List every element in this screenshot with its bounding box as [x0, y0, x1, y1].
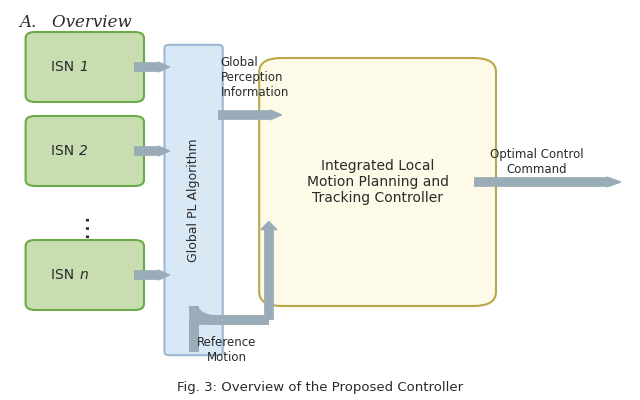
- Text: Global
Perception
Information: Global Perception Information: [221, 56, 289, 99]
- FancyBboxPatch shape: [164, 45, 223, 355]
- FancyBboxPatch shape: [259, 58, 496, 306]
- Polygon shape: [158, 146, 170, 156]
- Text: Reference
Motion: Reference Motion: [197, 336, 256, 364]
- Text: ISN: ISN: [51, 60, 79, 74]
- Polygon shape: [270, 110, 282, 120]
- FancyBboxPatch shape: [26, 240, 144, 310]
- Text: Global PL Algorithm: Global PL Algorithm: [187, 138, 200, 262]
- Text: ⋯: ⋯: [74, 214, 99, 238]
- Text: Integrated Local
Motion Planning and
Tracking Controller: Integrated Local Motion Planning and Tra…: [307, 159, 449, 205]
- FancyBboxPatch shape: [26, 32, 144, 102]
- Polygon shape: [158, 62, 170, 72]
- Text: ISN: ISN: [51, 144, 79, 158]
- Text: n: n: [79, 268, 88, 282]
- Text: Fig. 3: Overview of the Proposed Controller: Fig. 3: Overview of the Proposed Control…: [177, 381, 463, 394]
- Polygon shape: [261, 222, 277, 230]
- FancyBboxPatch shape: [26, 116, 144, 186]
- Text: ISN: ISN: [51, 268, 79, 282]
- Text: Optimal Control
Command: Optimal Control Command: [490, 148, 583, 176]
- Text: A.   Overview: A. Overview: [19, 14, 132, 31]
- Polygon shape: [158, 270, 170, 280]
- Text: 1: 1: [79, 60, 88, 74]
- Polygon shape: [607, 177, 621, 187]
- Text: 2: 2: [79, 144, 88, 158]
